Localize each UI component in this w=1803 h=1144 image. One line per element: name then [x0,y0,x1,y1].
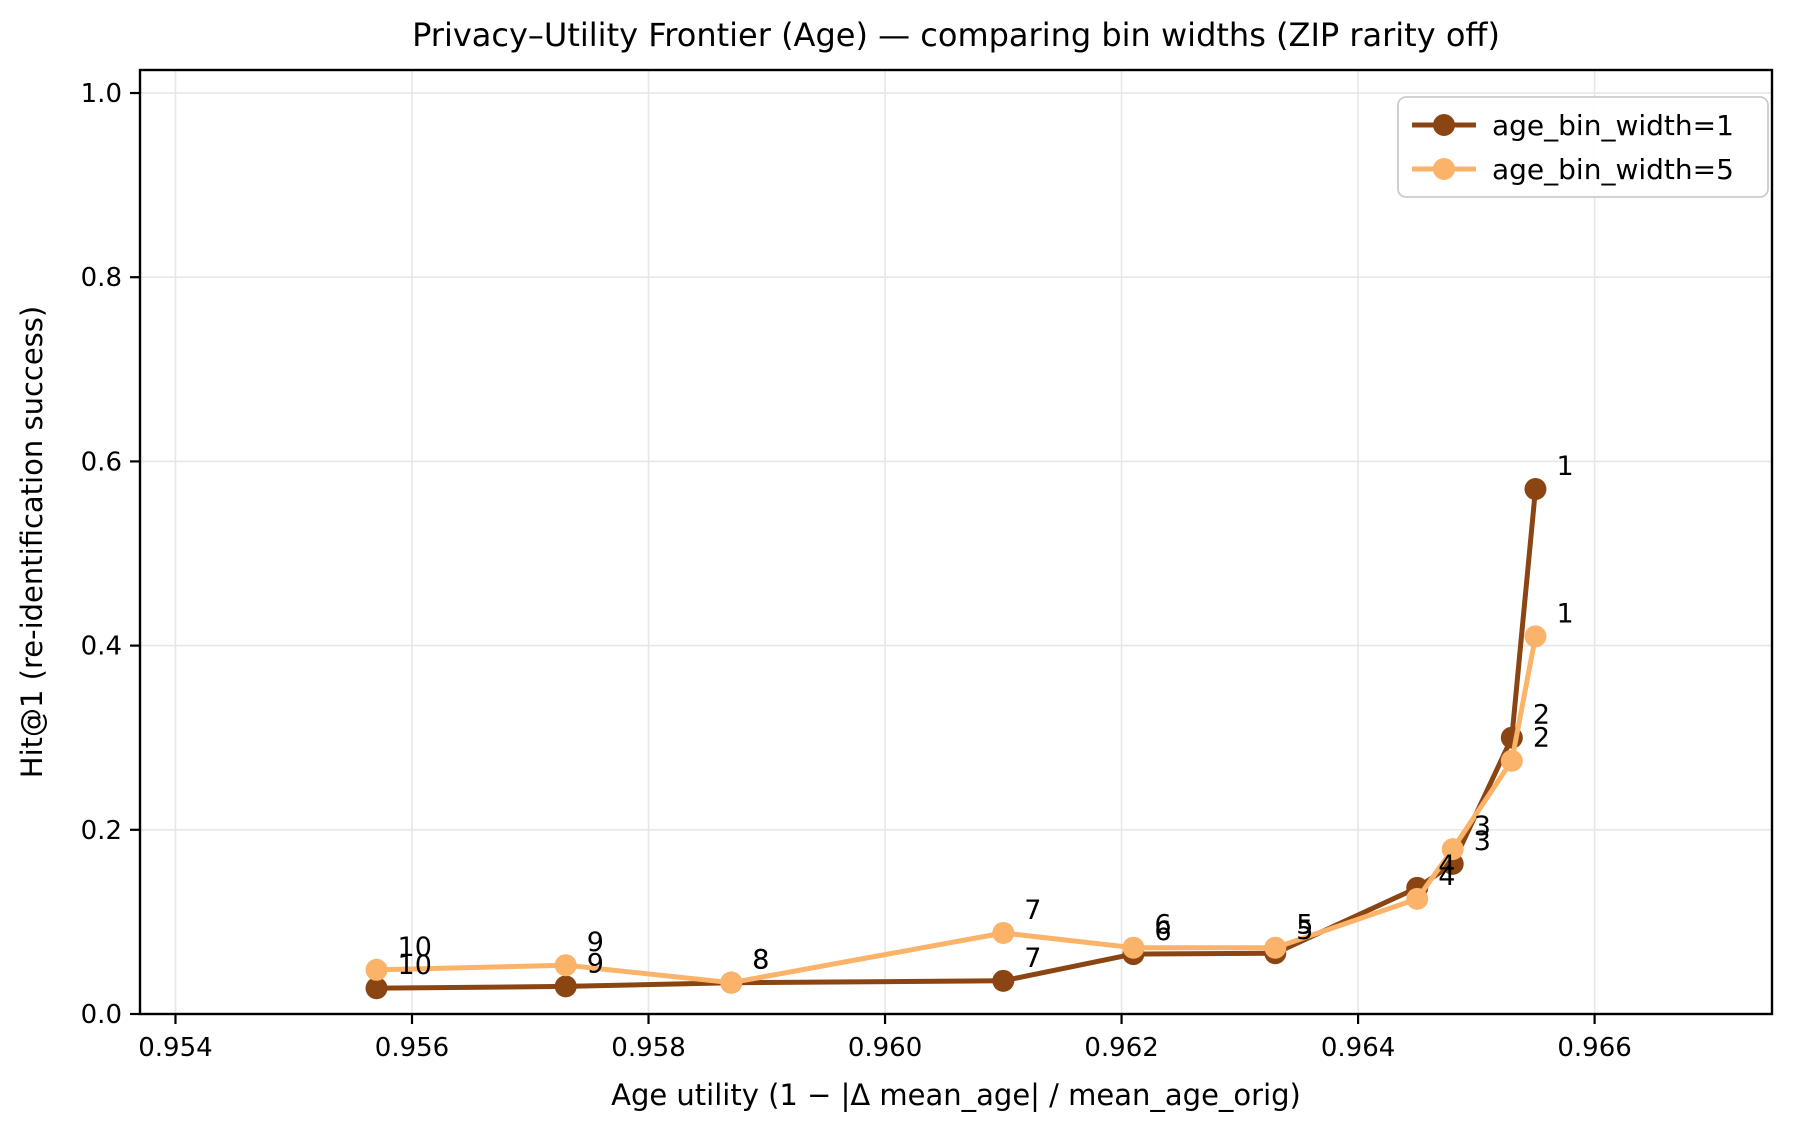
x-tick-label: 0.962 [1084,1033,1158,1063]
data-point-marker [1441,838,1464,861]
data-point-marker [365,977,388,1000]
point-annotation: 4 [1438,850,1455,881]
legend-label: age_bin_width=5 [1492,153,1734,186]
data-point-marker [992,969,1015,992]
x-tick-label: 0.954 [138,1033,212,1063]
point-annotation: 2 [1533,723,1550,754]
series-line [374,633,1538,986]
legend-swatch-marker [1433,158,1455,180]
point-annotation: 2 [1533,700,1550,731]
data-point-marker [1524,625,1547,648]
point-annotation: 3 [1474,811,1491,842]
chart-title: Privacy–Utility Frontier (Age) — compari… [412,16,1500,54]
data-point-marker [554,975,577,998]
y-tick-label: 0.4 [81,632,122,662]
y-tick-label: 0.0 [81,1000,122,1030]
data-point-marker [365,958,388,981]
point-annotation: 7 [1024,943,1041,974]
point-annotation: 5 [1296,915,1313,946]
point-annotation: 6 [1154,910,1171,941]
x-axis-label: Age utility (1 − |Δ mean_age| / mean_age… [611,1078,1301,1112]
data-point-marker [1406,887,1429,910]
data-point-marker [720,971,743,994]
point-annotation: 9 [587,927,604,958]
y-axis-label: Hit@1 (re-identification success) [15,305,49,779]
point-annotation: 8 [752,945,769,976]
x-tick-label: 0.958 [611,1033,685,1063]
y-tick-label: 0.2 [81,816,122,846]
point-annotation: 7 [1024,895,1041,926]
x-tick-label: 0.956 [375,1033,449,1063]
data-point-marker [1500,749,1523,772]
point-annotation: 3 [1474,826,1491,857]
y-tick-label: 0.8 [81,263,122,293]
point-annotation: 5 [1296,910,1313,941]
data-point-marker [992,921,1015,944]
data-point-marker [1524,478,1547,501]
point-annotation: 9 [587,948,604,979]
plot-border [138,68,1774,1016]
data-point-marker [554,954,577,977]
legend-swatch-marker [1433,114,1455,136]
x-tick-label: 0.964 [1321,1033,1395,1063]
point-annotation: 10 [398,932,432,963]
point-annotation: 6 [1154,916,1171,947]
legend-label: age_bin_width=1 [1492,109,1734,142]
series-line [374,486,1538,991]
point-annotation: 4 [1438,861,1455,892]
x-tick-label: 0.960 [848,1033,922,1063]
x-tick-label: 0.966 [1557,1033,1631,1063]
data-point-marker [1122,936,1145,959]
y-tick-label: 1.0 [81,79,122,109]
y-tick-label: 0.6 [81,447,122,477]
legend-box [1397,96,1769,198]
point-annotation: 10 [398,950,432,981]
point-annotation: 1 [1556,598,1573,629]
point-annotation: 1 [1556,451,1573,482]
data-point-marker [1264,936,1287,959]
point-annotation: 8 [752,945,769,976]
